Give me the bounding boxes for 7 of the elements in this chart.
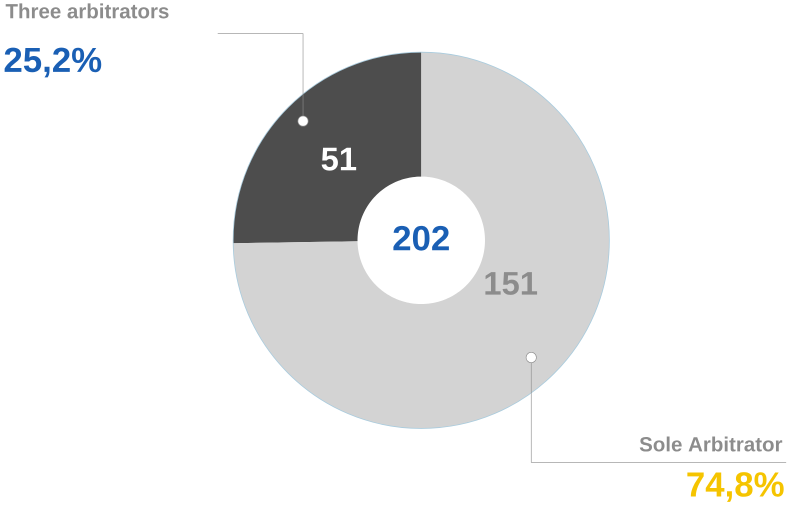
text: 74,8% — [687, 472, 784, 502]
text: 25,2% — [4, 47, 102, 78]
slice-label: Three arbitrators — [6, 3, 169, 18]
slice-label: Sole Arbitrator — [640, 436, 782, 452]
data-label: 51 — [322, 148, 356, 170]
text: 202 — [393, 226, 449, 250]
data-label: 151 — [485, 272, 538, 295]
